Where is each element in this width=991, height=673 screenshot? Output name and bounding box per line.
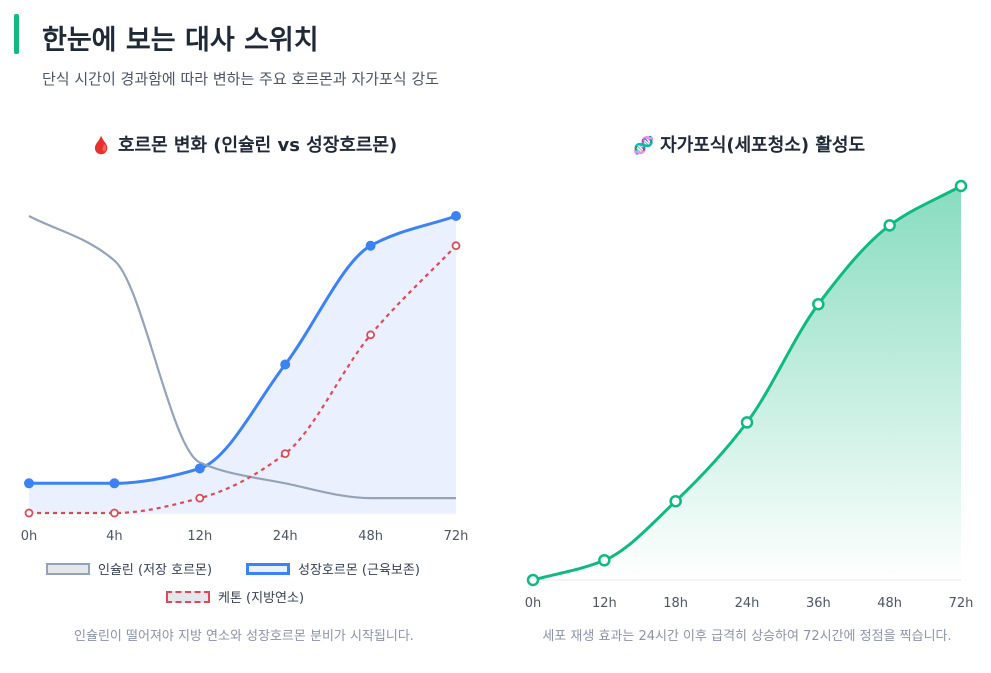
- series-point-1-0: [24, 478, 34, 489]
- autophagy-x-tick: 24h: [735, 596, 760, 611]
- series-area-1: [29, 216, 456, 513]
- series-point-1-3: [280, 359, 291, 370]
- dna-icon: 🧬: [632, 136, 655, 156]
- title-accent-bar: [14, 14, 19, 54]
- autophagy-x-tick: 12h: [592, 596, 617, 611]
- legend-item: 케톤 (지방연소): [166, 587, 304, 606]
- autophagy-point-4: [812, 297, 825, 311]
- hormone-chart-title-text: 호르몬 변화 (인슐린 vs 성장호르몬): [117, 135, 398, 156]
- legend-label: 인슐린 (저장 호르몬): [98, 563, 213, 578]
- autophagy-chart-title-text: 자가포식(세포청소) 활성도: [660, 135, 866, 156]
- legend-label: 성장호르몬 (근육보존): [298, 563, 420, 578]
- series-point-2-4: [366, 330, 376, 340]
- legend-item: 성장호르몬 (근육보존): [246, 559, 420, 578]
- autophagy-point-3: [740, 416, 754, 429]
- autophagy-x-tick: 48h: [877, 596, 902, 611]
- hormone-chart-title: 🩸 호르몬 변화 (인슐린 vs 성장호르몬): [91, 131, 397, 157]
- series-point-1-5: [451, 211, 461, 221]
- page-subtitle: 단식 시간이 경과함에 따라 변하는 주요 호르몬과 자가포식 강도: [42, 70, 439, 88]
- legend-swatch: [166, 590, 210, 603]
- autophagy-x-tick: 36h: [806, 596, 831, 611]
- autophagy-point-0: [526, 573, 540, 587]
- autophagy-chart: 0h 12h 18h 24h 36h 48h 72h: [525, 179, 974, 611]
- autophagy-point-5: [883, 219, 896, 232]
- hormone-x-tick: 12h: [187, 529, 212, 544]
- hormone-x-tick: 48h: [358, 529, 383, 544]
- legend-item: 인슐린 (저장 호르몬): [46, 559, 212, 578]
- page-title: 한눈에 보는 대사 스위치: [42, 25, 319, 56]
- legend-swatch: [246, 562, 290, 575]
- autophagy-chart-title: 🧬 자가포식(세포청소) 활성도: [633, 131, 865, 157]
- series-line-0: [28, 215, 456, 500]
- series-point-2-2: [195, 493, 205, 503]
- hormone-chart: 0h 4h 12h 24h 48h 72h: [21, 211, 469, 544]
- series-point-2-1: [110, 508, 119, 518]
- autophagy-point-6: [954, 179, 968, 193]
- autophagy-point-1: [598, 554, 611, 567]
- hormone-x-tick: 0h: [21, 529, 38, 544]
- series-point-1-4: [365, 240, 376, 251]
- legend-swatch: [46, 562, 90, 575]
- autophagy-chart-caption: 세포 재생 효과는 24시간 이후 급격히 상승하여 72시간에 정점을 찍습니…: [542, 629, 952, 644]
- series-point-1-1: [109, 478, 120, 489]
- hormone-x-tick: 24h: [273, 529, 298, 544]
- autophagy-point-2: [669, 494, 682, 508]
- autophagy-x-tick: 72h: [949, 596, 974, 611]
- hormone-x-tick: 72h: [444, 529, 469, 544]
- hormone-chart-caption: 인슐린이 떨어져야 지방 연소와 성장호르몬 분비가 시작됩니다.: [74, 629, 414, 644]
- series-point-2-0: [24, 508, 34, 518]
- series-point-2-3: [280, 449, 290, 459]
- series-point-2-5: [451, 241, 461, 251]
- autophagy-area: [533, 186, 961, 580]
- autophagy-x-tick: 18h: [663, 596, 688, 611]
- autophagy-x-tick: 0h: [525, 596, 542, 611]
- blood-drop-icon: 🩸: [90, 136, 112, 156]
- series-point-1-2: [194, 463, 205, 474]
- hormone-x-tick: 4h: [106, 529, 123, 544]
- legend-label: 케톤 (지방연소): [218, 591, 305, 606]
